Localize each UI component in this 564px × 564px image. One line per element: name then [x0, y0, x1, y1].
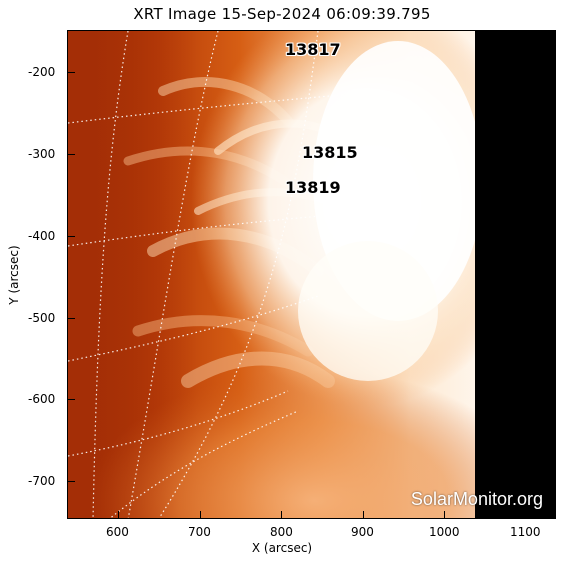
- y-tick-mark: [67, 236, 75, 237]
- y-tick-label: -300: [28, 147, 56, 161]
- y-tick-mark: [67, 399, 75, 400]
- x-tick-mark: [363, 511, 364, 519]
- x-tick-mark: [444, 511, 445, 519]
- solar-image-panel: 13817 13815 13819 SolarMonitor.org: [67, 30, 556, 519]
- x-tick-label: 600: [106, 525, 129, 539]
- x-tick-label: 700: [188, 525, 211, 539]
- xrt-image-svg: [68, 31, 555, 518]
- x-tick-mark: [118, 511, 119, 519]
- y-tick-mark: [67, 318, 75, 319]
- y-tick-label: -500: [28, 311, 56, 325]
- active-region-label-1: 13817: [285, 40, 341, 59]
- solarmonitor-watermark: SolarMonitor.org: [410, 489, 543, 509]
- x-tick-mark: [200, 511, 201, 519]
- x-axis-label: X (arcsec): [251, 541, 313, 555]
- y-tick-label: -700: [28, 474, 56, 488]
- figure-title: XRT Image 15-Sep-2024 06:09:39.795: [133, 5, 431, 23]
- active-region-label-2: 13815: [302, 143, 358, 162]
- active-region-label-3: 13819: [285, 178, 341, 197]
- y-tick-label: -600: [28, 392, 56, 406]
- y-tick-mark: [67, 72, 75, 73]
- y-axis-label: Y (arcsec): [7, 245, 21, 305]
- x-tick-label: 1000: [429, 525, 460, 539]
- no-data-region: [475, 31, 555, 518]
- x-tick-mark: [526, 511, 527, 519]
- x-tick-mark: [281, 511, 282, 519]
- y-tick-label: -400: [28, 229, 56, 243]
- bright-core-lower: [298, 241, 438, 381]
- y-tick-label: -200: [28, 65, 56, 79]
- x-tick-label: 1100: [510, 525, 541, 539]
- y-tick-mark: [67, 481, 75, 482]
- y-tick-mark: [67, 154, 75, 155]
- heliographic-grid: [68, 31, 389, 518]
- x-tick-label: 800: [270, 525, 293, 539]
- x-tick-label: 900: [351, 525, 374, 539]
